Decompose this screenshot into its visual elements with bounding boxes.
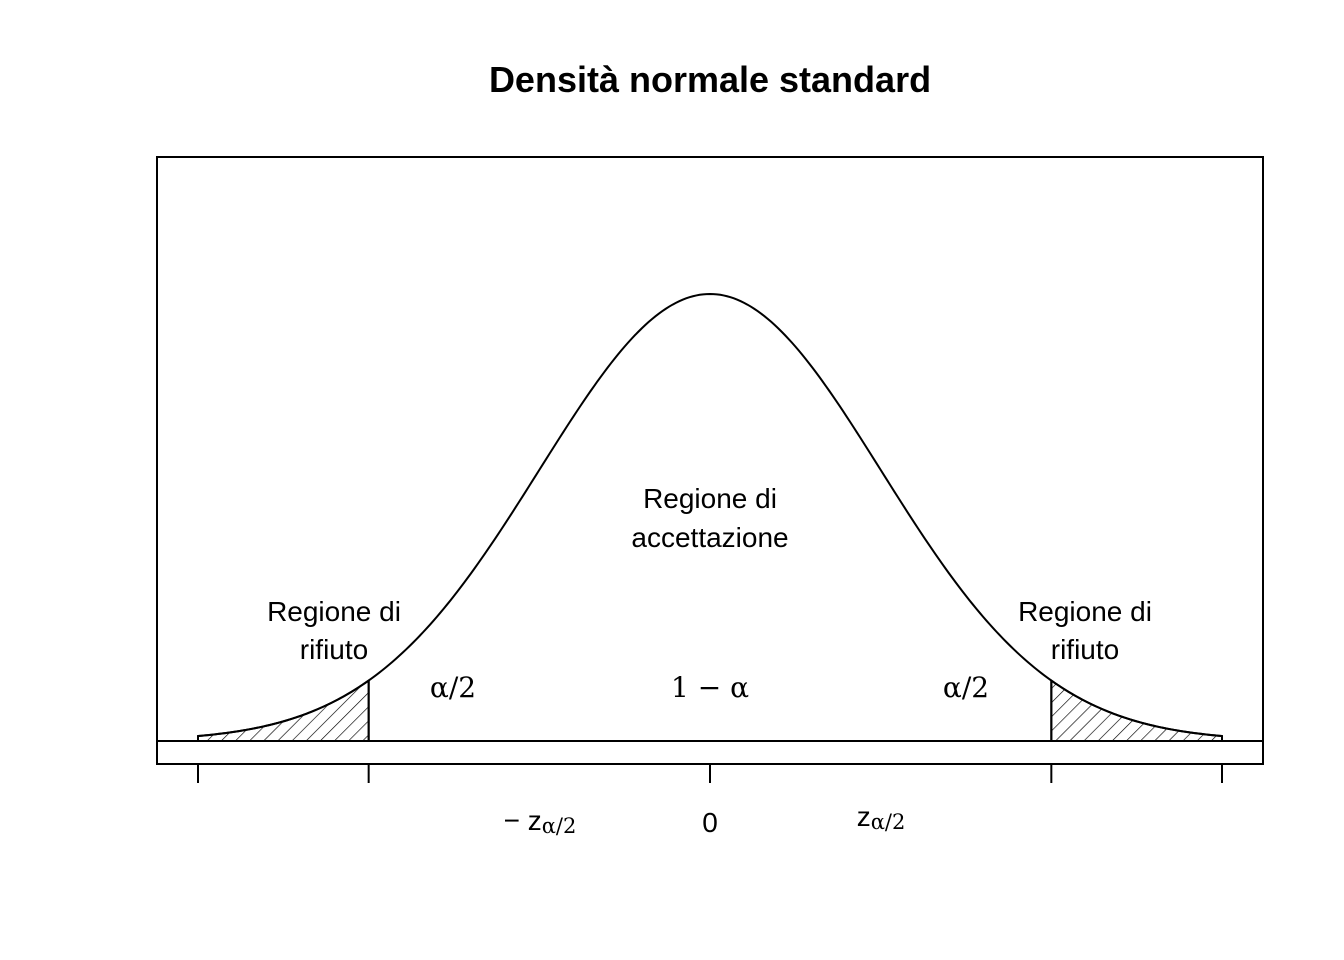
acceptance-label-line1: Regione di [643,483,777,514]
left-area-label: α/2 [430,671,476,704]
acceptance-label-line2: accettazione [631,522,788,553]
acceptance-area-label: 1 − α [671,671,749,704]
right-rejection-area [1050,678,1223,742]
tick-label-pos-z: zα/2 [857,801,906,834]
chart-title: Densità normale standard [489,59,931,100]
density-curve [197,292,1223,738]
right-area-label: α/2 [943,671,989,704]
right-rejection-label-line2: rifiuto [1051,634,1119,665]
left-rejection-label-line2: rifiuto [300,634,368,665]
right-rejection-label-line1: Regione di [1018,596,1152,627]
left-rejection-label-line1: Regione di [267,596,401,627]
x-axis-ticks [197,764,1223,783]
tick-label-zero: 0 [702,807,718,838]
tick-label-neg-z: − zα/2 [504,805,577,838]
left-rejection-area [197,678,370,742]
